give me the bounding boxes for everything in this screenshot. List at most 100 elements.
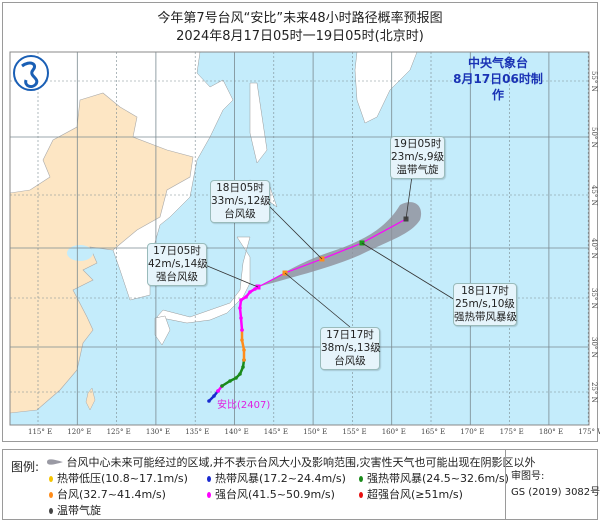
- approval-number: GS (2019) 3082号: [511, 487, 600, 498]
- track-point: [248, 290, 252, 294]
- lat-tick-label: 50° N: [590, 127, 598, 148]
- kyushu: [154, 315, 171, 346]
- legend-label: 强热带风暴(24.5~32.6m/s): [367, 472, 509, 485]
- callout-level: 温带气旋: [396, 164, 439, 176]
- callout-level: 强热带风暴级: [454, 311, 517, 323]
- lon-tick-label: 150° E: [303, 428, 328, 436]
- probability-cone: [258, 202, 422, 287]
- callout-time: 18日17时: [461, 285, 509, 297]
- map-frame: [9, 51, 590, 426]
- lat-tick-label: 25° N: [590, 382, 598, 403]
- lat-tick-label: 35° N: [590, 288, 598, 309]
- dot-icon: [49, 492, 53, 498]
- lon-tick-label: 140° E: [224, 428, 249, 436]
- dot-icon: [207, 492, 211, 498]
- approval-label: 审图号:: [511, 471, 545, 482]
- dot-icon: [359, 492, 363, 498]
- track-point: [238, 372, 242, 376]
- legend-label: 强台风(41.5~50.9m/s): [215, 488, 335, 501]
- legend-item: 强台风(41.5~50.9m/s): [207, 486, 335, 502]
- callout-leader: [267, 204, 323, 260]
- legend-cone: 台风中心未来可能经过的区域,并不表示台风大小及影响范围,灾害性天气也可能出现在阴…: [47, 454, 536, 470]
- legend: 图例: 台风中心未来可能经过的区域,并不表示台风大小及影响范围,灾害性天气也可能…: [2, 449, 600, 520]
- map-title: 今年第7号台风“安比”未来48小时路径概率预报图: [157, 11, 443, 26]
- callout-level: 强台风级: [156, 271, 198, 283]
- honshu: [156, 236, 251, 324]
- track-point: [239, 316, 243, 320]
- typhoon-track-map: [9, 51, 590, 426]
- callout-19d05h: 19日05时 23m/s,9级 温带气旋: [390, 136, 445, 179]
- track-point: [242, 358, 246, 362]
- issue-time: 8月17日06时制作: [453, 72, 543, 102]
- callout-18d17h: 18日17时 25m/s,10级 强热带风暴级: [453, 283, 517, 326]
- callout-level: 台风级: [334, 355, 366, 367]
- lon-tick-label: 120° E: [67, 428, 92, 436]
- track-point: [244, 295, 248, 299]
- callout-wind: 33m/s,12级: [211, 195, 271, 207]
- map-subtitle: 2024年8月17日05时一19日05时(北京时): [176, 29, 424, 44]
- taiwan: [85, 387, 96, 411]
- callout-time: 18日05时: [216, 182, 264, 194]
- legend-title: 图例:: [11, 460, 40, 474]
- agency-name: 中央气象台: [467, 56, 528, 70]
- legend-label: 热带风暴(17.2~24.4m/s): [215, 472, 346, 485]
- callout-leaders: [204, 175, 456, 328]
- cone-swatch-icon: [47, 459, 63, 465]
- lon-tick-label: 170° E: [460, 428, 485, 436]
- lon-tick-label: 135° E: [185, 428, 210, 436]
- lat-tick-label: 45° N: [590, 185, 598, 206]
- callout-level: 台风级: [224, 208, 256, 220]
- callout-time: 17日05时: [153, 245, 201, 257]
- callout-leader: [204, 264, 259, 288]
- track-point: [238, 306, 242, 310]
- lon-tick-label: 180° E: [538, 428, 564, 436]
- callout-time: 19日05时: [393, 138, 442, 150]
- lon-tick-label: 115° E: [28, 428, 53, 436]
- track-point: [220, 384, 224, 388]
- callout-17d05h: 17日05时 42m/s,14级 强台风级: [147, 243, 208, 286]
- dot-icon: [49, 476, 53, 482]
- lon-tick-label: 145° E: [263, 428, 288, 436]
- callout-wind: 38m/s,13级: [321, 342, 381, 354]
- kamchatka: [354, 52, 418, 124]
- lon-tick-label: 175° W: [578, 428, 600, 436]
- lon-tick-label: 125° E: [106, 428, 131, 436]
- callout-leader: [284, 272, 351, 328]
- dot-icon: [49, 508, 53, 514]
- legend-cone-text: 台风中心未来可能经过的区域,并不表示台风大小及影响范围,灾害性天气也可能出现在阴…: [66, 456, 536, 469]
- legend-item: 热带风暴(17.2~24.4m/s): [207, 470, 346, 486]
- track-point: [216, 389, 220, 393]
- bohai-sea: [67, 245, 93, 261]
- lat-tick-label: 55° N: [590, 71, 598, 92]
- track-point: [207, 399, 211, 403]
- track-point: [239, 298, 243, 302]
- lon-tick-label: 160° E: [381, 428, 406, 436]
- legend-item: 热带低压(10.8~17.1m/s): [49, 470, 188, 486]
- legend-label: 热带低压(10.8~17.1m/s): [57, 472, 188, 485]
- callout-wind: 23m/s,9级: [391, 151, 445, 163]
- legend-item: 强热带风暴(24.5~32.6m/s): [359, 470, 509, 486]
- agency-stamp: 中央气象台 8月17日06时制作: [452, 55, 544, 103]
- dot-icon: [207, 476, 211, 482]
- dot-icon: [359, 476, 363, 482]
- lon-tick-label: 155° E: [342, 428, 367, 436]
- track-point: [242, 348, 246, 352]
- callout-leader: [361, 242, 456, 301]
- track-point: [234, 376, 238, 380]
- track-point: [212, 394, 216, 398]
- legend-label: 温带气旋: [57, 504, 101, 517]
- callout-time: 17日17时: [326, 329, 374, 341]
- figure-frame: [2, 2, 598, 442]
- legend-divider: [505, 450, 506, 519]
- storm-label: 安比(2407): [217, 400, 271, 411]
- lat-tick-label: 40° N: [590, 238, 598, 259]
- callout-17d17h: 17日17时 38m/s,13级 台风级: [320, 327, 381, 370]
- track-point: [241, 365, 245, 369]
- lat-tick-label: 30° N: [590, 337, 598, 358]
- legend-item: 温带气旋: [49, 502, 101, 518]
- track-point: [240, 338, 244, 342]
- lon-tick-label: 130° E: [145, 428, 171, 436]
- callout-leader: [405, 175, 413, 220]
- sakhalin: [249, 82, 268, 164]
- legend-item: 台风(32.7~41.4m/s): [49, 486, 166, 502]
